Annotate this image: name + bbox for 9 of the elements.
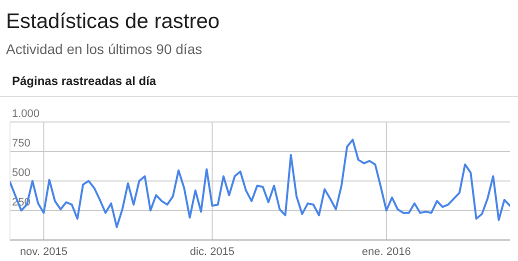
y-tick-label: 1.000 (12, 108, 40, 120)
x-tick-label: nov. 2015 (20, 246, 68, 258)
text: Páginas rastreadas al día (12, 74, 156, 88)
x-tick-label: dic. 2015 (190, 246, 235, 258)
chart-title: Estadísticas de rastreo (6, 10, 220, 33)
y-tick-label: 500 (12, 167, 30, 179)
x-tick-label: ene. 2016 (362, 246, 411, 258)
y-tick-label: 750 (12, 138, 30, 150)
chart-subtitle: Actividad en los últimos 90 días (6, 41, 202, 57)
